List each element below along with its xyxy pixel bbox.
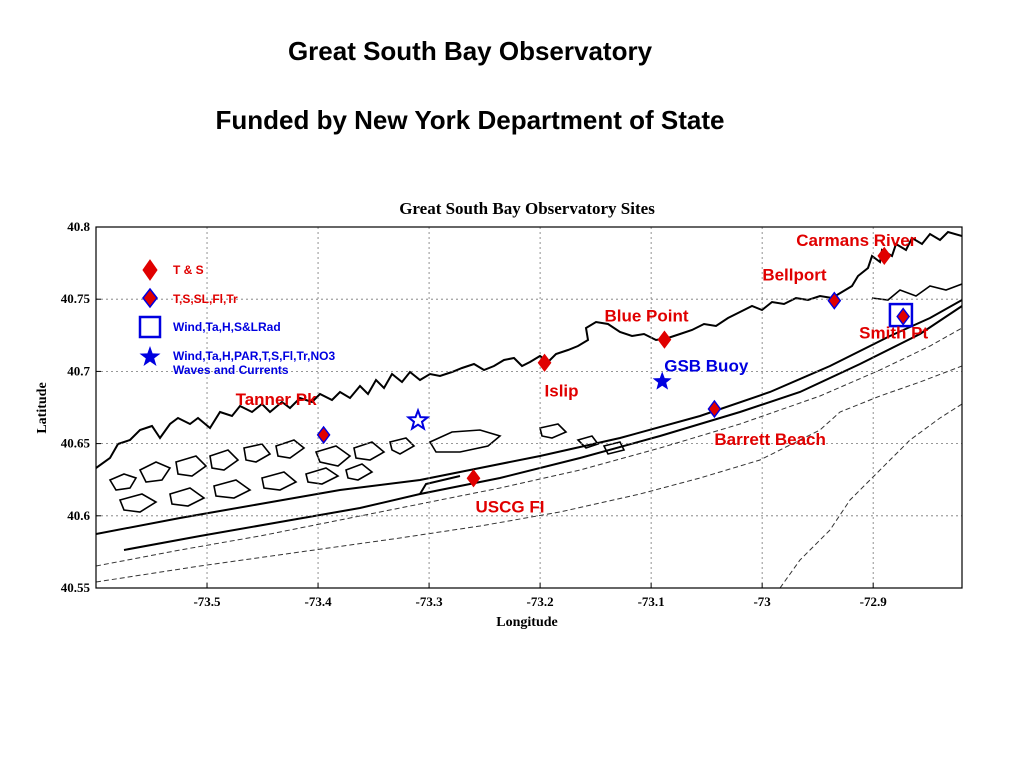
slide-subtitle: Funded by New York Department of State	[215, 105, 725, 135]
site-label-bellport: Bellport	[762, 266, 827, 285]
bathymetry-contour-near	[96, 327, 962, 567]
site-label-blue-point: Blue Point	[604, 307, 688, 326]
legend-diamond-red-icon	[142, 259, 158, 281]
site-marker-islip	[537, 353, 552, 372]
barrier-island-bay-shore	[96, 299, 962, 535]
mainland-coastline	[96, 230, 962, 469]
site-label-carmans-river: Carmans River	[796, 231, 916, 250]
plot-frame	[95, 226, 963, 589]
bathymetry-contour-deep	[779, 403, 962, 588]
legend-label-buoy-params: Wind,Ta,H,PAR,T,S,Fl,Tr,NO3	[173, 349, 335, 363]
coastline-layer	[96, 230, 962, 588]
x-axis-ticks: -73.5 -73.4 -73.3 -73.2 -73.1 -73 -72.9	[193, 583, 887, 609]
y-tick-label: 40.6	[67, 508, 90, 523]
grid	[96, 226, 962, 589]
fire-island-inlet	[419, 475, 461, 495]
site-marker-barrett-beach	[707, 399, 722, 419]
y-tick-label: 40.55	[61, 580, 91, 595]
site-marker-uscg-fi	[466, 469, 481, 488]
legend-star-blue-icon	[139, 346, 161, 366]
site-label-smith-pt: Smith Pt	[859, 324, 928, 343]
y-tick-label: 40.7	[67, 363, 90, 378]
site-label-uscg-fi: USCG FI	[475, 497, 544, 516]
eastern-shore-detail	[871, 283, 962, 301]
x-tick-label: -73.2	[527, 594, 554, 609]
y-axis-ticks: 40.8 40.75 40.7 40.65 40.6 40.55	[61, 219, 101, 595]
star-blue-open-marker	[405, 407, 431, 431]
site-marker-carmans-river	[877, 246, 892, 266]
legend-diamond-red-blue-icon	[142, 287, 158, 309]
site-marker-bellport	[827, 291, 842, 310]
slide-title: Great South Bay Observatory	[287, 36, 653, 66]
legend: T & S T,S,SL,Fl,Tr Wind,Ta,H,S&LRad Wind…	[138, 259, 335, 377]
map-title: Great South Bay Observatory Sites	[399, 199, 655, 218]
legend-label-waves: Waves and Currents	[173, 363, 289, 377]
site-marker-smith-pt	[896, 307, 911, 326]
y-tick-label: 40.8	[67, 219, 90, 234]
y-tick-label: 40.75	[61, 291, 91, 306]
site-label-gsb-buoy: GSB Buoy	[664, 357, 749, 376]
x-tick-label: -73.5	[193, 594, 221, 609]
site-label-tanner-pk: Tanner Pk	[236, 390, 317, 409]
site-markers: Carmans River Bellport Blue Point Islip GSB …	[236, 231, 929, 516]
site-marker-tanner-pk	[316, 425, 331, 445]
x-tick-label: -72.9	[860, 594, 888, 609]
x-tick-label: -73.3	[416, 594, 444, 609]
site-label-islip: Islip	[545, 382, 579, 401]
barrier-island-ocean-shore	[123, 305, 962, 551]
y-axis-label: Latitude	[35, 382, 50, 433]
legend-label-wind: Wind,Ta,H,S&LRad	[173, 320, 281, 334]
legend-label-t-s-sl: T,S,SL,Fl,Tr	[173, 292, 238, 306]
x-tick-label: -73.4	[305, 594, 333, 609]
y-tick-label: 40.65	[61, 436, 91, 451]
x-axis-label: Longitude	[496, 615, 557, 630]
legend-square-blue-icon	[138, 315, 162, 339]
square-blue-marker	[888, 302, 914, 328]
marsh-islands	[108, 423, 626, 513]
bathymetry-contour-far	[96, 365, 962, 583]
site-marker-blue-point	[657, 330, 672, 349]
site-marker-gsb-buoy	[652, 371, 672, 390]
x-tick-label: -73	[753, 594, 771, 609]
legend-label-t-s: T & S	[173, 263, 204, 277]
x-tick-label: -73.1	[638, 594, 665, 609]
site-label-barrett-beach: Barrett Beach	[714, 430, 826, 449]
